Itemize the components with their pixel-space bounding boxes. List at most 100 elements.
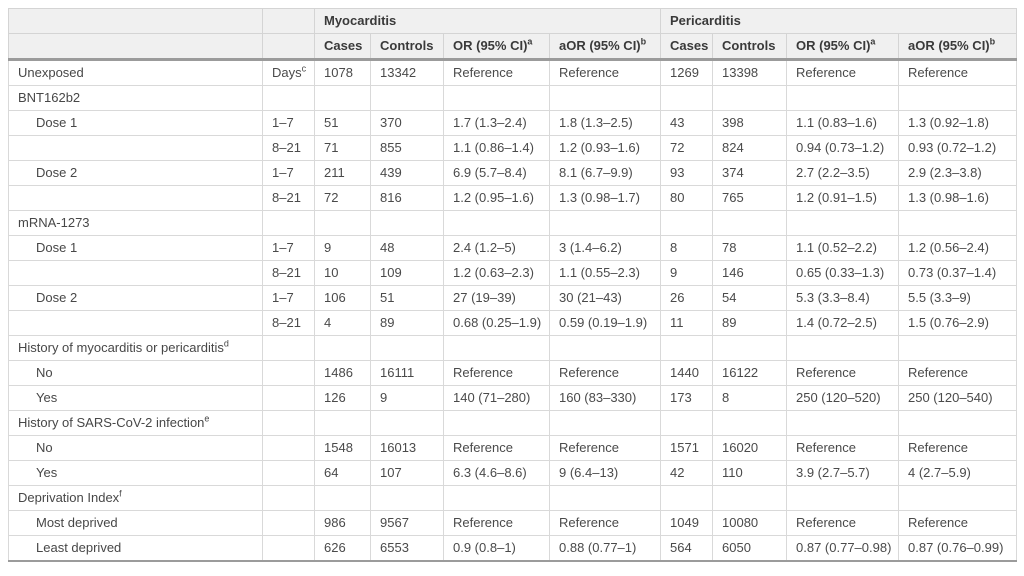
value-cell: 27 (19–39)	[443, 285, 550, 311]
value-cell: 4 (2.7–5.9)	[897, 460, 1018, 486]
row-label-text: mRNA-1273	[18, 215, 90, 230]
column-header-label: aOR (95% CI)	[908, 38, 990, 53]
group-header-pericarditis: Pericarditis	[659, 8, 1018, 34]
group-header-myocarditis: Myocarditis	[314, 8, 661, 34]
value-cell: 0.65 (0.33–1.3)	[786, 260, 899, 286]
value-cell: 9	[314, 235, 371, 261]
value-cell: 0.88 (0.77–1)	[549, 535, 661, 562]
row-label: Dose 1	[8, 235, 263, 261]
days-cell: 1–7	[262, 110, 315, 136]
value-cell: 72	[314, 185, 371, 211]
value-cell: 16013	[370, 435, 444, 461]
value-cell	[443, 85, 550, 111]
value-cell: 211	[314, 160, 371, 186]
days-cell: 1–7	[262, 235, 315, 261]
days-text: 8–21	[272, 190, 301, 205]
footnote-marker: f	[119, 488, 122, 499]
section-row: mRNA-1273	[8, 210, 1018, 236]
table-row: Yes 64 107 6.3 (4.6–8.6) 9 (6.4–13) 42 110 3.9 …	[8, 460, 1018, 486]
blank-header-cell	[8, 8, 263, 34]
value-cell: 42	[660, 460, 713, 486]
value-cell: 1.2 (0.93–1.6)	[549, 135, 661, 161]
table-row: No 1548 16013 Reference Reference 1571 16020 Re…	[8, 435, 1018, 461]
footnote-marker: e	[204, 413, 210, 424]
footnote-marker: b	[989, 36, 996, 47]
days-cell	[262, 85, 315, 111]
row-label: Unexposed	[8, 59, 263, 86]
value-cell: 1440	[660, 360, 713, 386]
table-row: Yes 126 9 140 (71–280) 160 (83–330) 173 8 250 (…	[8, 385, 1018, 411]
table-row: Dose 2 1–7 106 51 27 (19–39) 30 (21–43) 26 54 5.…	[8, 285, 1018, 311]
days-text: Days	[272, 65, 302, 80]
value-cell: 2.7 (2.2–3.5)	[786, 160, 899, 186]
column-header-cases: Cases	[314, 33, 371, 61]
value-cell: 1.2 (0.91–1.5)	[786, 185, 899, 211]
value-cell	[660, 210, 713, 236]
section-label: History of myocarditis or pericarditisd	[8, 335, 263, 361]
value-cell: 816	[370, 185, 444, 211]
value-cell	[897, 210, 1018, 236]
days-cell	[262, 335, 315, 361]
days-cell	[262, 460, 315, 486]
days-cell	[262, 435, 315, 461]
days-text: 1–7	[272, 115, 294, 130]
table-row: Dose 2 1–7 211 439 6.9 (5.7–8.4) 8.1 (6.7–9.9…	[8, 160, 1018, 186]
value-cell	[712, 485, 787, 511]
value-cell: 5.3 (3.3–8.4)	[786, 285, 899, 311]
section-label: Deprivation Indexf	[8, 485, 263, 511]
days-cell: 8–21	[262, 135, 315, 161]
value-cell: 48	[370, 235, 444, 261]
section-label: BNT162b2	[8, 85, 263, 111]
value-cell: 398	[712, 110, 787, 136]
value-cell	[549, 210, 661, 236]
section-row: BNT162b2	[8, 85, 1018, 111]
column-header-cases: Cases	[660, 33, 713, 61]
row-label-text: BNT162b2	[18, 90, 81, 105]
row-label: No	[8, 360, 263, 386]
value-cell: 1548	[314, 435, 371, 461]
table-row: 8–21 10 109 1.2 (0.63–2.3) 1.1 (0.55–2.3) 9 14…	[8, 260, 1018, 286]
days-cell: 8–21	[262, 185, 315, 211]
footnote-marker: b	[640, 36, 647, 47]
value-cell: 8	[660, 235, 713, 261]
value-cell: Reference	[443, 59, 550, 86]
column-header-label: OR (95% CI)	[453, 38, 528, 53]
row-label-text: Dose 2	[36, 290, 78, 305]
value-cell	[786, 210, 899, 236]
value-cell	[660, 85, 713, 111]
blank-header-cell	[8, 33, 263, 61]
table-row: Dose 1 1–7 9 48 2.4 (1.2–5) 3 (1.4–6.2) 8 78 1.1…	[8, 235, 1018, 261]
row-label: Most deprived	[8, 510, 263, 536]
value-cell: 160 (83–330)	[549, 385, 661, 411]
row-label-text: Dose 1	[36, 115, 78, 130]
row-label-text: Yes	[36, 390, 58, 405]
value-cell	[370, 85, 444, 111]
column-header-or: OR (95% CI)a	[443, 33, 550, 61]
days-text: 1–7	[272, 290, 294, 305]
section-row: Deprivation Indexf	[8, 485, 1018, 511]
days-cell: 1–7	[262, 160, 315, 186]
table-row: Unexposed Daysc 1078 13342 Reference Referenc…	[8, 59, 1018, 86]
value-cell: 0.68 (0.25–1.9)	[443, 310, 550, 336]
value-cell: 855	[370, 135, 444, 161]
value-cell: 1.1 (0.86–1.4)	[443, 135, 550, 161]
value-cell	[549, 485, 661, 511]
row-label: Dose 1	[8, 110, 263, 136]
row-label: Dose 2	[8, 285, 263, 311]
blank-header-cell	[262, 8, 315, 34]
column-header-controls: Controls	[712, 33, 787, 61]
value-cell: 1486	[314, 360, 371, 386]
value-cell	[443, 485, 550, 511]
value-cell: 2.9 (2.3–3.8)	[897, 160, 1018, 186]
days-cell	[262, 385, 315, 411]
value-cell: Reference	[549, 59, 661, 86]
footnote-marker: d	[223, 338, 229, 349]
section-row: History of myocarditis or pericarditisd	[8, 335, 1018, 361]
row-label: Dose 2	[8, 160, 263, 186]
row-label-text: Most deprived	[36, 515, 118, 530]
value-cell: 4	[314, 310, 371, 336]
value-cell: Reference	[786, 360, 899, 386]
value-cell: 564	[660, 535, 713, 562]
value-cell: 2.4 (1.2–5)	[443, 235, 550, 261]
